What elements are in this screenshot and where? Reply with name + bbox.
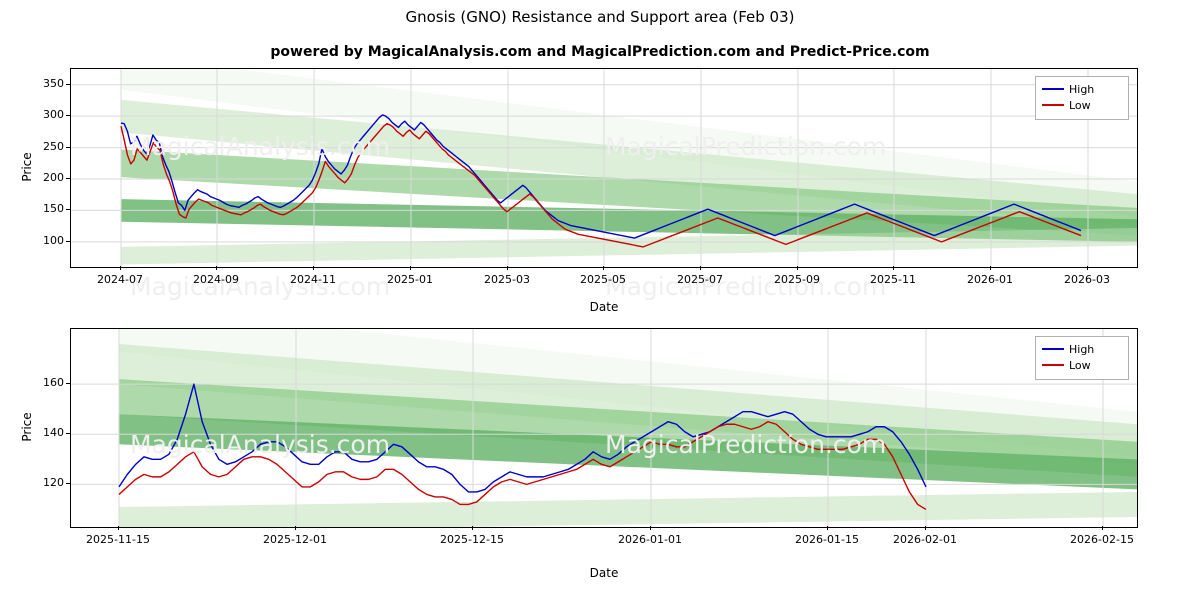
y-tickmark <box>66 483 70 485</box>
legend-swatch-low <box>1042 104 1064 106</box>
upper-y-tick: 300 <box>43 108 64 122</box>
x-tickmark <box>120 266 121 270</box>
upper-x-tick: 2025-09 <box>774 273 820 286</box>
upper-x-tick: 2025-11 <box>870 273 916 286</box>
lower-x-tick: 2026-02-01 <box>893 533 957 546</box>
legend-label: High <box>1069 82 1095 96</box>
x-tickmark <box>410 266 411 270</box>
legend-item-high[interactable]: High <box>1042 341 1122 357</box>
x-tickmark <box>1087 266 1088 270</box>
upper-x-tick: 2024-07 <box>97 273 143 286</box>
x-tickmark <box>216 266 217 270</box>
upper-x-tick: 2025-07 <box>677 273 723 286</box>
x-tickmark <box>925 526 926 530</box>
lower-y-tick: 160 <box>43 376 64 390</box>
x-tickmark <box>827 526 828 530</box>
lower-x-tick: 2025-12-15 <box>440 533 504 546</box>
lower-x-tick: 2026-01-01 <box>618 533 682 546</box>
upper-x-tick: 2024-11 <box>290 273 336 286</box>
lower-y-tick: 120 <box>43 476 64 490</box>
x-tickmark <box>990 266 991 270</box>
upper-x-tick: 2024-09 <box>193 273 239 286</box>
x-tickmark <box>118 526 119 530</box>
x-tickmark <box>893 266 894 270</box>
y-tickmark <box>66 240 70 242</box>
legend-label: Low <box>1069 358 1091 372</box>
upper-x-tick: 2026-03 <box>1064 273 1110 286</box>
lower-x-tick: 2026-01-15 <box>795 533 859 546</box>
upper-legend[interactable]: High Low <box>1035 76 1129 120</box>
upper-x-axis-label: Date <box>589 300 619 314</box>
upper-x-tick: 2025-01 <box>387 273 433 286</box>
y-tickmark <box>66 146 70 148</box>
y-tickmark <box>66 209 70 211</box>
y-tickmark <box>66 83 70 85</box>
legend-item-high[interactable]: High <box>1042 81 1122 97</box>
lower-x-tick: 2025-12-01 <box>263 533 327 546</box>
upper-y-tick: 350 <box>43 76 64 90</box>
lower-x-axis-label: Date <box>589 566 619 580</box>
upper-y-tick: 100 <box>43 233 64 247</box>
lower-legend[interactable]: High Low <box>1035 336 1129 380</box>
x-tickmark <box>797 266 798 270</box>
page-title: Gnosis (GNO) Resistance and Support area… <box>405 8 795 26</box>
upper-x-tick: 2025-05 <box>580 273 626 286</box>
upper-y-tick: 250 <box>43 139 64 153</box>
legend-item-low[interactable]: Low <box>1042 97 1122 113</box>
x-tickmark <box>700 266 701 270</box>
upper-y-tick: 150 <box>43 202 64 216</box>
lower-plot-area <box>71 329 1137 527</box>
upper-x-tick: 2025-03 <box>484 273 530 286</box>
x-tickmark <box>295 526 296 530</box>
x-tickmark <box>313 266 314 270</box>
legend-label: High <box>1069 342 1095 356</box>
legend-swatch-high <box>1042 348 1064 350</box>
lower-y-tick: 140 <box>43 426 64 440</box>
y-tickmark <box>66 383 70 385</box>
y-tickmark <box>66 433 70 435</box>
legend-swatch-low <box>1042 364 1064 366</box>
upper-x-tick: 2026-01 <box>967 273 1013 286</box>
x-tickmark <box>1102 526 1103 530</box>
legend-swatch-high <box>1042 88 1064 90</box>
x-tickmark <box>650 526 651 530</box>
upper-chart-panel <box>70 68 1138 268</box>
x-tickmark <box>603 266 604 270</box>
y-tickmark <box>66 115 70 117</box>
upper-y-tick: 200 <box>43 171 64 184</box>
x-tickmark <box>507 266 508 270</box>
upper-plot-area <box>71 69 1137 267</box>
lower-x-tick: 2025-11-15 <box>86 533 150 546</box>
page-subtitle: powered by MagicalAnalysis.com and Magic… <box>270 44 930 60</box>
x-tickmark <box>472 526 473 530</box>
legend-label: Low <box>1069 98 1091 112</box>
lower-x-tick: 2026-02-15 <box>1070 533 1134 546</box>
legend-item-low[interactable]: Low <box>1042 357 1122 373</box>
lower-chart-panel <box>70 328 1138 528</box>
y-tickmark <box>66 178 70 179</box>
